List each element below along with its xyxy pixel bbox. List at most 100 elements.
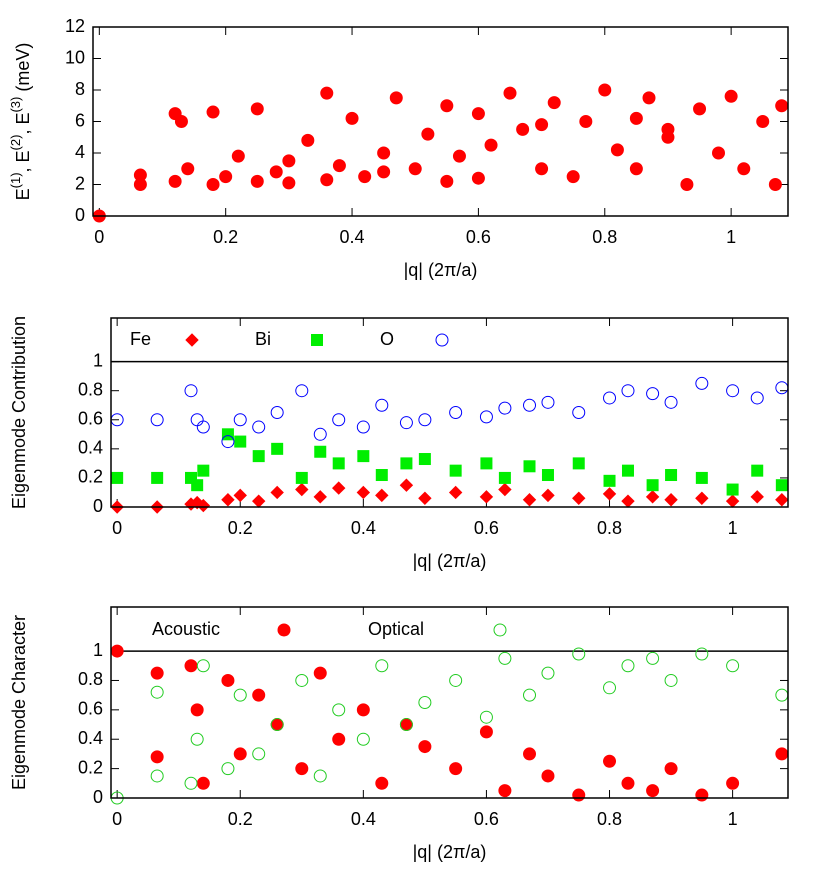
- x-tick-label: 0.2: [228, 809, 253, 829]
- point: [452, 149, 466, 163]
- point: [665, 469, 678, 482]
- point: [523, 688, 537, 702]
- point: [775, 479, 788, 492]
- point: [184, 659, 198, 673]
- y-tick-label: 0.2: [78, 757, 103, 777]
- point: [252, 450, 265, 463]
- point: [252, 494, 266, 508]
- point: [219, 170, 233, 184]
- point: [408, 162, 422, 176]
- point: [295, 762, 309, 776]
- point: [314, 445, 327, 458]
- point: [233, 747, 247, 761]
- point: [206, 178, 220, 191]
- point: [471, 171, 485, 185]
- point: [313, 427, 327, 441]
- point: [358, 170, 372, 184]
- point: [196, 420, 210, 434]
- point: [270, 718, 284, 732]
- point: [602, 487, 617, 501]
- y-axis-label-part: (meV): [13, 43, 33, 97]
- y-axis-label-part: E: [13, 188, 33, 200]
- legend-marker: [435, 333, 449, 347]
- point: [598, 83, 612, 97]
- point: [191, 479, 204, 492]
- point: [221, 762, 235, 776]
- point: [775, 688, 789, 702]
- point: [295, 471, 308, 484]
- point: [629, 111, 643, 125]
- point: [535, 162, 549, 176]
- y-axis-label-part: , E: [13, 113, 33, 135]
- plot-frame: [110, 317, 789, 508]
- point: [541, 488, 555, 503]
- x-tick-label: 0.2: [228, 518, 253, 538]
- point: [345, 111, 359, 125]
- y-tick-label: 0.6: [78, 409, 103, 429]
- y-axis-label-part: Eigenmode Character: [9, 615, 29, 790]
- x-tick-label: 0.4: [340, 227, 365, 247]
- x-tick-label: 0.6: [466, 227, 491, 247]
- point: [498, 482, 512, 497]
- point: [399, 478, 414, 492]
- y-tick-label: 0.4: [78, 438, 103, 458]
- point: [498, 471, 511, 484]
- point: [646, 387, 660, 401]
- point: [356, 732, 370, 746]
- point: [271, 442, 284, 455]
- y-tick-label: 0.8: [78, 379, 103, 399]
- x-tick-label: 1: [726, 227, 736, 247]
- x-axis-label: |q| (2π/a): [413, 551, 487, 571]
- point: [737, 162, 751, 176]
- point: [621, 659, 635, 673]
- point: [522, 493, 537, 507]
- point: [206, 105, 220, 119]
- point: [712, 146, 725, 160]
- point: [234, 435, 247, 448]
- point: [332, 457, 345, 470]
- point: [541, 469, 554, 482]
- y-tick-label: 12: [65, 16, 85, 36]
- point: [775, 99, 789, 113]
- legend-label: Optical: [368, 619, 424, 639]
- point: [233, 488, 247, 503]
- point: [750, 490, 764, 504]
- point: [356, 420, 370, 434]
- y-axis-label-part: Eigenmode Contribution: [9, 316, 29, 509]
- point: [313, 490, 327, 504]
- point: [150, 666, 164, 680]
- point: [449, 406, 463, 419]
- point: [356, 485, 371, 500]
- point: [270, 406, 284, 419]
- point: [221, 493, 235, 507]
- point: [695, 376, 709, 390]
- point: [190, 413, 204, 427]
- point: [603, 391, 617, 405]
- point: [320, 86, 334, 100]
- point: [449, 673, 463, 687]
- point: [479, 725, 493, 739]
- point: [440, 174, 454, 188]
- point: [190, 732, 204, 746]
- point: [196, 776, 210, 790]
- x-tick-label: 0.8: [592, 227, 617, 247]
- x-tick-label: 1: [728, 809, 738, 829]
- point: [572, 406, 586, 419]
- point: [479, 490, 494, 504]
- point: [375, 659, 389, 673]
- point: [400, 457, 413, 470]
- point: [377, 165, 391, 179]
- point: [726, 659, 740, 673]
- point: [693, 102, 707, 116]
- point: [418, 453, 431, 466]
- point: [646, 479, 659, 492]
- point: [375, 398, 389, 412]
- point: [680, 178, 694, 191]
- x-tick-label: 0.6: [474, 809, 499, 829]
- legend-label: Bi: [255, 329, 271, 349]
- point: [621, 776, 635, 790]
- point: [440, 99, 454, 113]
- y-axis-label-part: (1): [8, 172, 23, 188]
- x-axis-label: |q| (2π/a): [404, 260, 478, 280]
